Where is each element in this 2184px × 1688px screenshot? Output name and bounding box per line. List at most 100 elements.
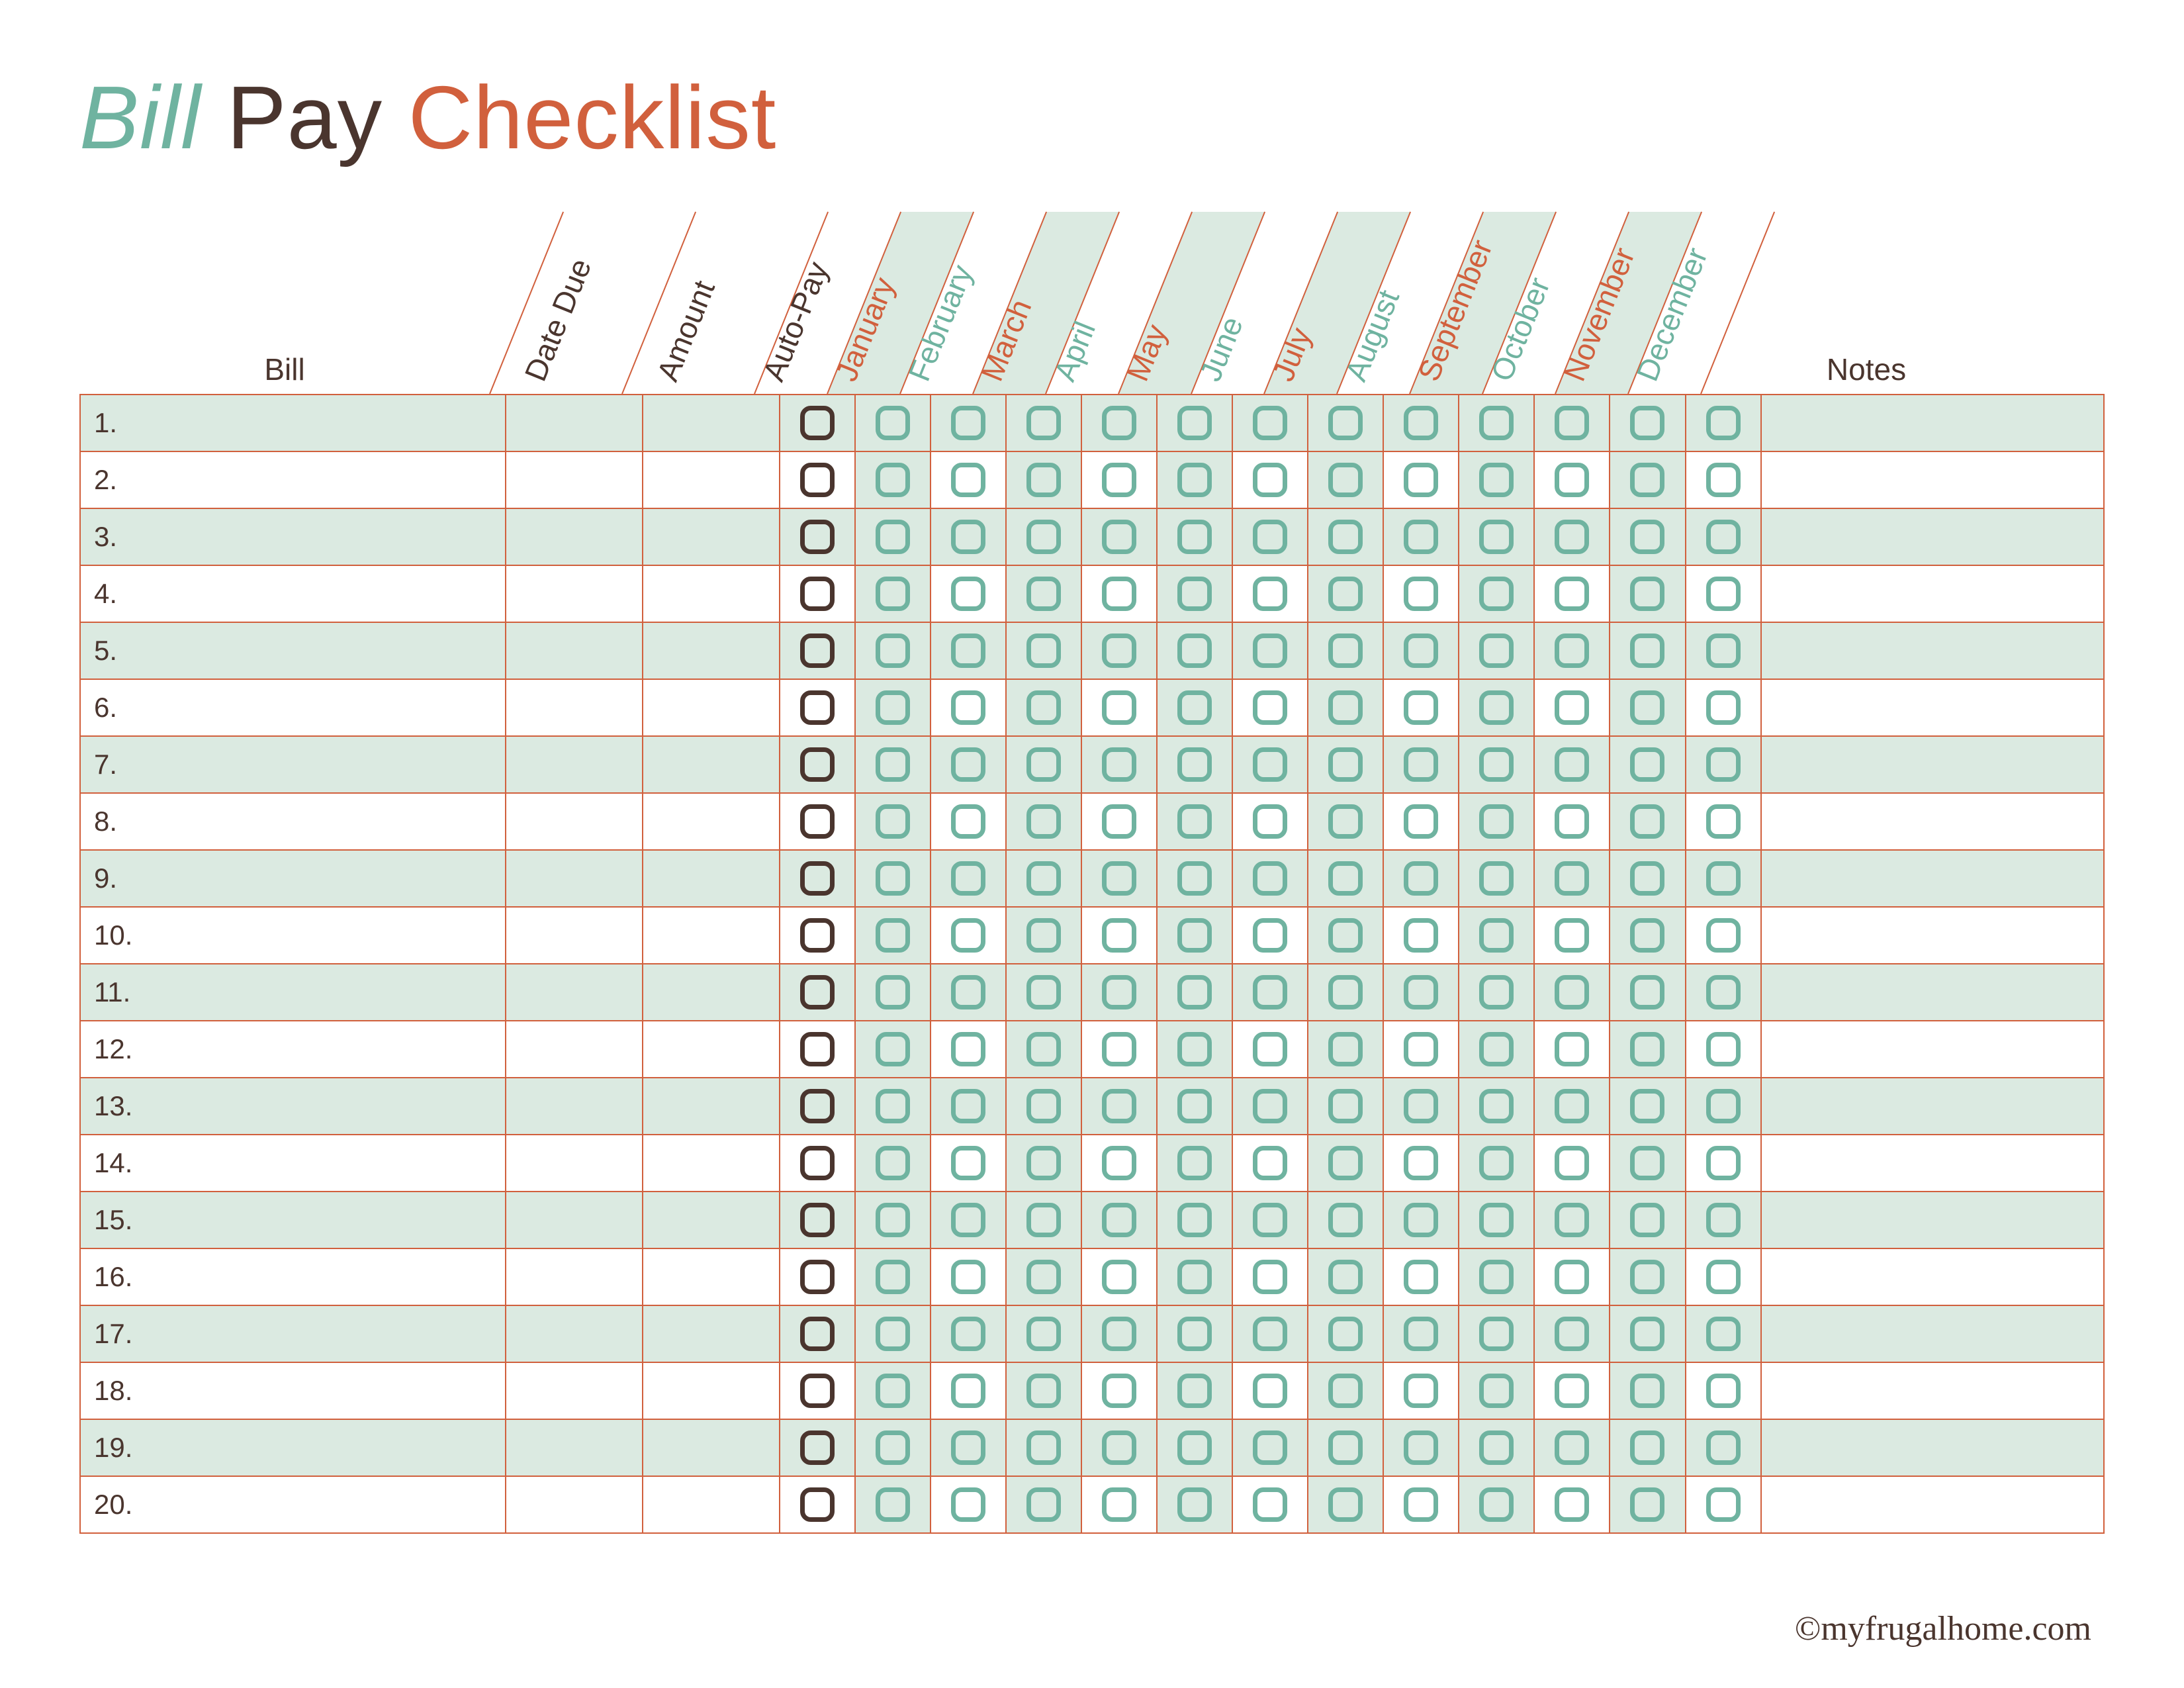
autopay-checkbox[interactable] [800, 861, 835, 896]
month-checkbox[interactable] [1479, 1260, 1514, 1294]
month-checkbox[interactable] [1102, 1260, 1136, 1294]
month-checkbox[interactable] [876, 1089, 910, 1123]
month-checkbox[interactable] [1253, 1146, 1287, 1180]
date-due-cell[interactable] [506, 622, 643, 679]
month-checkbox[interactable] [876, 861, 910, 896]
month-checkbox[interactable] [1253, 861, 1287, 896]
amount-cell[interactable] [643, 622, 780, 679]
month-checkbox[interactable] [876, 1374, 910, 1408]
month-checkbox[interactable] [1404, 1487, 1438, 1522]
amount-cell[interactable] [643, 1135, 780, 1192]
month-checkbox[interactable] [1253, 1260, 1287, 1294]
month-checkbox[interactable] [1253, 1487, 1287, 1522]
month-checkbox[interactable] [1630, 520, 1664, 554]
bill-cell[interactable]: 19. [80, 1419, 506, 1476]
notes-cell[interactable] [1761, 1476, 2104, 1533]
month-checkbox[interactable] [1102, 861, 1136, 896]
month-checkbox[interactable] [1026, 804, 1061, 839]
month-checkbox[interactable] [1479, 520, 1514, 554]
month-checkbox[interactable] [1479, 1374, 1514, 1408]
month-checkbox[interactable] [1404, 804, 1438, 839]
month-checkbox[interactable] [1253, 918, 1287, 953]
amount-cell[interactable] [643, 1192, 780, 1248]
month-checkbox[interactable] [1555, 1089, 1589, 1123]
month-checkbox[interactable] [1177, 1487, 1212, 1522]
month-checkbox[interactable] [1404, 690, 1438, 725]
autopay-checkbox[interactable] [800, 918, 835, 953]
date-due-cell[interactable] [506, 1078, 643, 1135]
notes-cell[interactable] [1761, 1078, 2104, 1135]
autopay-checkbox[interactable] [800, 1146, 835, 1180]
month-checkbox[interactable] [1328, 1089, 1363, 1123]
month-checkbox[interactable] [1630, 918, 1664, 953]
month-checkbox[interactable] [1479, 804, 1514, 839]
month-checkbox[interactable] [1253, 577, 1287, 611]
month-checkbox[interactable] [1026, 690, 1061, 725]
month-checkbox[interactable] [1328, 1430, 1363, 1465]
month-checkbox[interactable] [1479, 463, 1514, 497]
month-checkbox[interactable] [1177, 577, 1212, 611]
month-checkbox[interactable] [1404, 975, 1438, 1009]
bill-cell[interactable]: 12. [80, 1021, 506, 1078]
month-checkbox[interactable] [1102, 577, 1136, 611]
month-checkbox[interactable] [1177, 975, 1212, 1009]
bill-cell[interactable]: 13. [80, 1078, 506, 1135]
month-checkbox[interactable] [951, 1487, 985, 1522]
month-checkbox[interactable] [1177, 1317, 1212, 1351]
month-checkbox[interactable] [951, 463, 985, 497]
month-checkbox[interactable] [1328, 861, 1363, 896]
month-checkbox[interactable] [1177, 1260, 1212, 1294]
month-checkbox[interactable] [1253, 463, 1287, 497]
month-checkbox[interactable] [1026, 861, 1061, 896]
month-checkbox[interactable] [1328, 1487, 1363, 1522]
month-checkbox[interactable] [1177, 520, 1212, 554]
notes-cell[interactable] [1761, 793, 2104, 850]
bill-cell[interactable]: 5. [80, 622, 506, 679]
autopay-checkbox[interactable] [800, 1374, 835, 1408]
month-checkbox[interactable] [1479, 1317, 1514, 1351]
month-checkbox[interactable] [1479, 406, 1514, 440]
amount-cell[interactable] [643, 736, 780, 793]
month-checkbox[interactable] [1177, 918, 1212, 953]
month-checkbox[interactable] [1102, 1203, 1136, 1237]
amount-cell[interactable] [643, 964, 780, 1021]
month-checkbox[interactable] [1102, 804, 1136, 839]
month-checkbox[interactable] [1404, 1430, 1438, 1465]
month-checkbox[interactable] [1026, 1260, 1061, 1294]
month-checkbox[interactable] [1555, 1260, 1589, 1294]
month-checkbox[interactable] [1177, 633, 1212, 668]
month-checkbox[interactable] [1404, 577, 1438, 611]
month-checkbox[interactable] [1404, 1203, 1438, 1237]
month-checkbox[interactable] [1630, 1260, 1664, 1294]
bill-cell[interactable]: 8. [80, 793, 506, 850]
month-checkbox[interactable] [1328, 463, 1363, 497]
month-checkbox[interactable] [1026, 1487, 1061, 1522]
amount-cell[interactable] [643, 1305, 780, 1362]
month-checkbox[interactable] [1404, 918, 1438, 953]
month-checkbox[interactable] [1026, 406, 1061, 440]
month-checkbox[interactable] [1630, 1430, 1664, 1465]
notes-cell[interactable] [1761, 964, 2104, 1021]
amount-cell[interactable] [643, 907, 780, 964]
month-checkbox[interactable] [1328, 520, 1363, 554]
month-checkbox[interactable] [1479, 1089, 1514, 1123]
bill-cell[interactable]: 4. [80, 565, 506, 622]
month-checkbox[interactable] [951, 1089, 985, 1123]
month-checkbox[interactable] [1630, 463, 1664, 497]
amount-cell[interactable] [643, 395, 780, 451]
date-due-cell[interactable] [506, 964, 643, 1021]
month-checkbox[interactable] [1177, 804, 1212, 839]
bill-cell[interactable]: 15. [80, 1192, 506, 1248]
month-checkbox[interactable] [951, 577, 985, 611]
month-checkbox[interactable] [876, 1430, 910, 1465]
month-checkbox[interactable] [1479, 577, 1514, 611]
month-checkbox[interactable] [1177, 1203, 1212, 1237]
month-checkbox[interactable] [1026, 1374, 1061, 1408]
month-checkbox[interactable] [1479, 1430, 1514, 1465]
month-checkbox[interactable] [1630, 747, 1664, 782]
month-checkbox[interactable] [1253, 1430, 1287, 1465]
amount-cell[interactable] [643, 508, 780, 565]
month-checkbox[interactable] [1177, 747, 1212, 782]
month-checkbox[interactable] [1630, 1317, 1664, 1351]
amount-cell[interactable] [643, 565, 780, 622]
